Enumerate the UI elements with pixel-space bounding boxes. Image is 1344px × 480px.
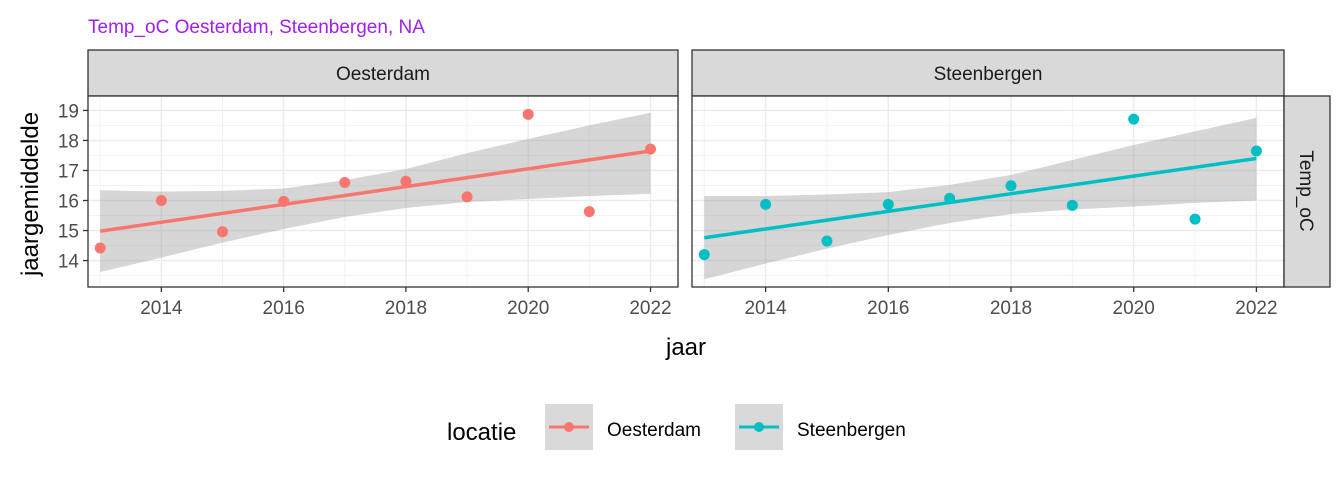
legend-title: locatie <box>447 419 516 446</box>
point-oesterdam-2017 <box>339 176 351 188</box>
point-steenbergen-2019 <box>1066 199 1078 211</box>
trend-line-steenbergen <box>704 156 1257 240</box>
legend-label-oesterdam: Oesterdam <box>607 420 701 441</box>
point-oesterdam-2018 <box>400 175 412 187</box>
point-oesterdam-2021 <box>583 206 595 218</box>
legend-key-steenbergen-point <box>754 422 764 432</box>
point-oesterdam-2020 <box>522 108 534 120</box>
x-tick-label-oesterdam-2016: 2016 <box>263 298 305 319</box>
x-tick-label-oesterdam-2018: 2018 <box>385 298 427 319</box>
point-steenbergen-2021 <box>1189 213 1201 225</box>
y-tick-label-18: 18 <box>58 131 79 152</box>
x-tick-label-oesterdam-2022: 2022 <box>629 298 671 319</box>
chart-title: Temp_oC Oesterdam, Steenbergen, NA <box>88 17 425 38</box>
plot-bg-steenbergen <box>692 96 1284 287</box>
strip-steenbergen-bg <box>691 49 1285 97</box>
strip-oesterdam-label: Oesterdam <box>336 64 430 85</box>
x-tick-label-oesterdam-2020: 2020 <box>507 298 549 319</box>
y-tick-label-14: 14 <box>58 252 80 273</box>
y-tick-label-17: 17 <box>58 161 79 182</box>
x-tick-label-steenbergen-2022: 2022 <box>1235 298 1277 319</box>
row-strip-bg <box>1283 95 1331 288</box>
panel-oesterdam: Oesterdam <box>87 49 679 288</box>
legend-key-oesterdam-point <box>564 422 574 432</box>
point-steenbergen-2022 <box>1250 145 1262 157</box>
y-tick-label-19: 19 <box>58 101 79 122</box>
point-oesterdam-2014 <box>155 195 167 207</box>
plot-border-oesterdam <box>87 95 679 288</box>
x-axis-label: jaar <box>665 334 706 361</box>
x-tick-label-steenbergen-2014: 2014 <box>744 298 787 319</box>
x-tick-label-steenbergen-2018: 2018 <box>990 298 1032 319</box>
x-tick-label-steenbergen-2016: 2016 <box>867 298 909 319</box>
point-steenbergen-2018 <box>1005 180 1017 192</box>
x-tick-label-oesterdam-2014: 2014 <box>140 298 183 319</box>
trend-line-oesterdam <box>99 149 651 233</box>
point-oesterdam-2015 <box>217 226 229 238</box>
strip-oesterdam-bg <box>87 49 679 97</box>
point-oesterdam-2019 <box>461 191 473 203</box>
panel-steenbergen: Steenbergen <box>691 49 1285 288</box>
row-strip-label: Temp_oC <box>1295 150 1316 231</box>
point-steenbergen-2015 <box>821 235 833 247</box>
legend-label-steenbergen: Steenbergen <box>797 420 906 441</box>
point-steenbergen-2016 <box>882 198 894 210</box>
point-steenbergen-2014 <box>760 198 772 210</box>
strip-steenbergen-label: Steenbergen <box>934 64 1043 85</box>
x-tick-label-steenbergen-2020: 2020 <box>1113 298 1155 319</box>
y-tick-label-16: 16 <box>58 192 79 213</box>
point-steenbergen-2013 <box>698 249 710 261</box>
y-tick-label-15: 15 <box>58 222 79 243</box>
y-axis-label: jaargemiddelde <box>17 112 44 277</box>
point-oesterdam-2013 <box>94 242 106 254</box>
legend: locatie Oesterdam Steenbergen <box>447 404 906 450</box>
point-steenbergen-2020 <box>1128 113 1140 125</box>
